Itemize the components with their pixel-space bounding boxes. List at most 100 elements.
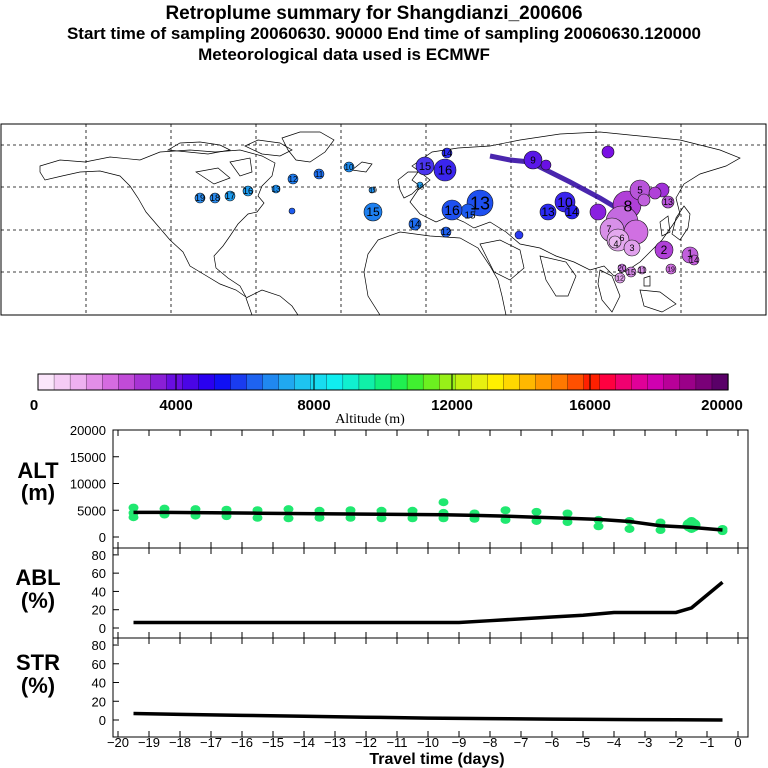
x-tick-label: −19 xyxy=(138,735,160,750)
colorbar-cell xyxy=(422,373,440,391)
altitude-scatter-point xyxy=(562,518,573,527)
colorbar-cell xyxy=(37,373,55,391)
colorbar-cell xyxy=(487,373,504,391)
x-tick-label: −1 xyxy=(700,735,715,750)
plume-bubble xyxy=(224,190,236,202)
plume-bubble xyxy=(648,186,662,200)
abl-panel-label: ABL xyxy=(15,565,60,590)
colorbar-cell xyxy=(647,373,665,391)
y-tick-label: 20 xyxy=(92,603,106,618)
plume-bubble xyxy=(681,246,699,264)
y-tick-label: 40 xyxy=(92,676,106,691)
altitude-scatter-point xyxy=(624,524,635,533)
plume-day-label: 13 xyxy=(663,197,673,207)
y-tick-label: 80 xyxy=(92,548,106,563)
altitude-scatter-point xyxy=(345,513,356,522)
altitude-scatter-point xyxy=(655,518,666,527)
plume-day-label: 11 xyxy=(315,170,324,179)
plume-day-label: 19 xyxy=(195,193,205,203)
altitude-scatter-point xyxy=(438,514,449,523)
plume-day-label: 8 xyxy=(624,199,633,216)
plume-bubble xyxy=(313,168,325,180)
altitude-scatter-point xyxy=(128,508,139,517)
altitude-scatter-point xyxy=(159,504,170,513)
altitude-scatter-point xyxy=(283,505,294,514)
y-tick-label: 0 xyxy=(99,530,106,545)
y-tick-label: 60 xyxy=(92,566,106,581)
altitude-scatter-point xyxy=(438,498,449,507)
x-tick-label: −8 xyxy=(483,735,498,750)
altitude-scatter-point xyxy=(531,516,542,525)
colorbar-cell xyxy=(214,373,232,391)
colorbar-tick-label: 16000 xyxy=(569,397,611,414)
plume-day-label: 16 xyxy=(243,186,253,196)
colorbar-cell xyxy=(503,373,521,391)
x-tick-label: −9 xyxy=(452,735,467,750)
colorbar-cell xyxy=(166,373,184,391)
altitude-scatter-point xyxy=(500,515,511,524)
plume-bubble xyxy=(623,239,641,257)
plume-day-label: 19 xyxy=(667,266,675,273)
plume-day-label: 6 xyxy=(619,233,624,243)
altitude-scatter-point xyxy=(252,506,263,515)
plume-bubble xyxy=(599,217,625,243)
colorbar-cell xyxy=(711,373,729,391)
x-axis-label: Travel time (days) xyxy=(369,751,504,768)
plume-day-label: 19 xyxy=(369,187,377,194)
plume-bubble xyxy=(271,184,281,194)
plume-bubble xyxy=(606,228,630,252)
altitude-scatter-point xyxy=(624,516,635,525)
colorbar-cell xyxy=(583,373,601,391)
x-tick-label: −20 xyxy=(107,735,129,750)
altitude-scatter-point xyxy=(128,513,139,522)
colorbar-cell xyxy=(679,373,697,391)
plot-marks xyxy=(128,498,728,722)
x-tick-label: −2 xyxy=(669,735,684,750)
y-tick-label: 15000 xyxy=(70,450,106,465)
plume-day-label: 2 xyxy=(661,243,668,257)
plume-bubble xyxy=(514,230,524,240)
colorbar-cell xyxy=(246,373,264,391)
plume-day-label: 13 xyxy=(272,185,281,194)
series-line xyxy=(133,580,724,625)
plume-bubble xyxy=(539,203,557,221)
colorbar-cell xyxy=(390,373,408,391)
altitude-scatter-point xyxy=(717,527,728,536)
colorbar-cell xyxy=(230,373,248,391)
plume-bubbles xyxy=(194,145,700,284)
x-tick-label: −16 xyxy=(231,735,253,750)
str-panel-units: (%) xyxy=(21,673,55,698)
colorbar-cell xyxy=(631,373,649,391)
plume-day-label: 12 xyxy=(289,175,298,184)
plume-bubble xyxy=(466,189,494,217)
colorbar-cell xyxy=(118,373,135,391)
altitude-scatter-point xyxy=(159,510,170,519)
altitude-scatter-point xyxy=(469,514,480,523)
colorbar-cell xyxy=(471,373,488,391)
plume-bubble xyxy=(654,240,674,260)
plume-day-label: 10 xyxy=(557,194,573,210)
colorbar-cell xyxy=(198,373,216,391)
plume-bubble xyxy=(368,186,376,194)
colorbar-cell xyxy=(519,373,537,391)
altitude-scatter-point xyxy=(655,526,666,535)
colorbar-cell xyxy=(53,373,71,391)
plot-axes: 0 5000 10000 15000 20000 0 20 40 60 80 0 20 40 60 80 −2… xyxy=(70,423,742,750)
plume-day-label: 14 xyxy=(690,256,699,265)
altitude-scatter-point xyxy=(376,514,387,523)
colorbar-tick-label: 4000 xyxy=(159,397,192,414)
plume-bubble xyxy=(523,150,543,170)
series-line xyxy=(133,510,723,532)
plume-bubble xyxy=(363,202,383,222)
y-tick-label: 10000 xyxy=(70,477,106,492)
colorbar-cells xyxy=(37,373,729,391)
plume-bubble xyxy=(460,203,476,219)
plume-bubble xyxy=(637,193,651,207)
plume-bubble xyxy=(688,254,700,266)
plume-day-label: 14 xyxy=(442,148,452,158)
colorbar-cell xyxy=(85,373,103,391)
plume-day-label: 14 xyxy=(565,205,579,219)
colorbar-cell xyxy=(663,373,681,391)
altitude-scatter-point xyxy=(128,503,139,512)
